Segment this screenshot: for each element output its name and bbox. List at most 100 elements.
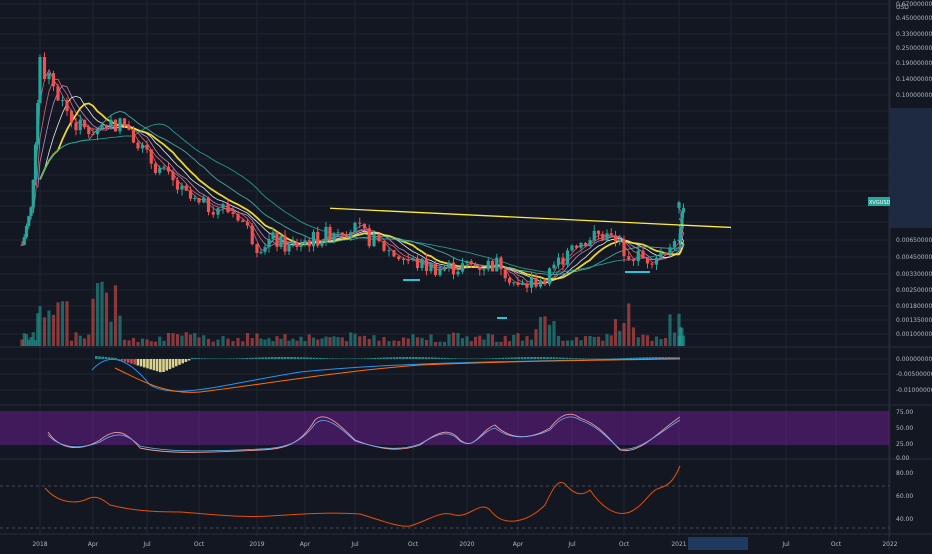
candle-body[interactable] (593, 231, 596, 240)
candle-body[interactable] (118, 118, 121, 131)
candle-body[interactable] (324, 227, 327, 242)
candle-body[interactable] (566, 250, 569, 264)
candle-body[interactable] (470, 261, 473, 264)
candle-body[interactable] (341, 232, 344, 235)
candle-body[interactable] (402, 259, 405, 260)
candle-body[interactable] (682, 208, 685, 213)
candle-body[interactable] (474, 264, 477, 266)
candle-body[interactable] (632, 259, 635, 261)
candle-body[interactable] (52, 73, 55, 86)
candle-body[interactable] (74, 123, 77, 131)
candle-body[interactable] (275, 232, 278, 247)
candle-body[interactable] (637, 251, 640, 262)
candle-body[interactable] (487, 261, 490, 270)
candle-body[interactable] (83, 120, 86, 127)
candle-body[interactable] (162, 167, 165, 168)
candle-body[interactable] (673, 241, 676, 247)
candle-body[interactable] (588, 240, 591, 246)
candle-body[interactable] (114, 120, 117, 132)
candle-body[interactable] (316, 232, 319, 246)
candle-body[interactable] (25, 226, 28, 237)
candle-body[interactable] (382, 241, 385, 251)
candle-body[interactable] (96, 129, 99, 134)
candle-body[interactable] (601, 234, 604, 240)
candle-body[interactable] (610, 233, 613, 235)
candle-body[interactable] (397, 256, 400, 259)
candle-body[interactable] (312, 232, 315, 246)
candle-body[interactable] (47, 73, 50, 79)
candle-body[interactable] (291, 242, 294, 244)
candle-body[interactable] (246, 222, 249, 226)
candle-body[interactable] (650, 263, 653, 264)
candle-body[interactable] (91, 134, 94, 135)
candle-body[interactable] (420, 259, 423, 268)
candle-body[interactable] (530, 278, 533, 288)
candle-body[interactable] (447, 263, 450, 268)
candle-body[interactable] (189, 191, 192, 199)
candle-body[interactable] (36, 103, 39, 144)
candle-body[interactable] (251, 225, 254, 244)
candle-body[interactable] (61, 100, 64, 101)
candle-body[interactable] (465, 261, 468, 263)
candle-body[interactable] (597, 231, 600, 234)
candle-body[interactable] (145, 145, 148, 150)
candle-body[interactable] (27, 216, 30, 226)
candle-body[interactable] (358, 223, 361, 224)
candle-body[interactable] (434, 264, 437, 276)
candle-body[interactable] (38, 57, 41, 103)
candle-body[interactable] (226, 204, 229, 212)
candle-body[interactable] (561, 258, 564, 265)
candle-body[interactable] (387, 250, 390, 251)
candle-body[interactable] (548, 268, 551, 284)
candle-body[interactable] (136, 143, 139, 149)
candle-body[interactable] (171, 172, 174, 181)
candle-body[interactable] (236, 214, 239, 221)
candle-body[interactable] (320, 242, 323, 245)
candle-body[interactable] (605, 233, 608, 240)
candle-body[interactable] (299, 244, 302, 247)
candle-body[interactable] (167, 167, 170, 172)
candle-body[interactable] (491, 261, 494, 272)
candle-body[interactable] (407, 260, 410, 261)
candle-body[interactable] (56, 86, 59, 100)
candle-body[interactable] (353, 223, 356, 232)
candle-body[interactable] (29, 207, 32, 216)
candle-body[interactable] (516, 282, 519, 285)
candle-body[interactable] (154, 164, 157, 173)
candle-body[interactable] (308, 240, 311, 246)
candle-body[interactable] (372, 234, 375, 246)
candle-body[interactable] (411, 258, 414, 260)
candle-body[interactable] (328, 227, 331, 241)
candle-body[interactable] (614, 235, 617, 241)
candle-body[interactable] (499, 258, 502, 270)
candle-body[interactable] (34, 144, 37, 179)
candle-body[interactable] (575, 246, 578, 248)
candle-body[interactable] (267, 239, 270, 247)
candle-body[interactable] (368, 228, 371, 246)
candle-body[interactable] (336, 232, 339, 233)
candle-body[interactable] (478, 267, 481, 270)
candle-body[interactable] (646, 258, 649, 263)
candle-body[interactable] (109, 120, 112, 129)
candle-body[interactable] (627, 256, 630, 259)
candle-body[interactable] (158, 168, 161, 173)
candle-body[interactable] (255, 244, 258, 253)
candle-body[interactable] (212, 212, 215, 215)
candle-body[interactable] (176, 180, 179, 189)
candle-body[interactable] (504, 269, 507, 278)
candle-body[interactable] (416, 258, 419, 268)
candle-body[interactable] (180, 186, 183, 190)
candle-body[interactable] (287, 244, 290, 252)
candle-body[interactable] (664, 253, 667, 255)
candle-body[interactable] (392, 250, 395, 256)
candle-body[interactable] (659, 253, 662, 258)
candle-body[interactable] (543, 280, 546, 284)
candle-body[interactable] (332, 233, 335, 240)
candle-body[interactable] (105, 125, 108, 129)
candle-body[interactable] (241, 220, 244, 222)
candle-body[interactable] (100, 125, 103, 129)
candle-body[interactable] (345, 235, 348, 237)
candle-body[interactable] (207, 198, 210, 212)
candle-body[interactable] (87, 127, 90, 134)
candle-body[interactable] (512, 282, 515, 283)
